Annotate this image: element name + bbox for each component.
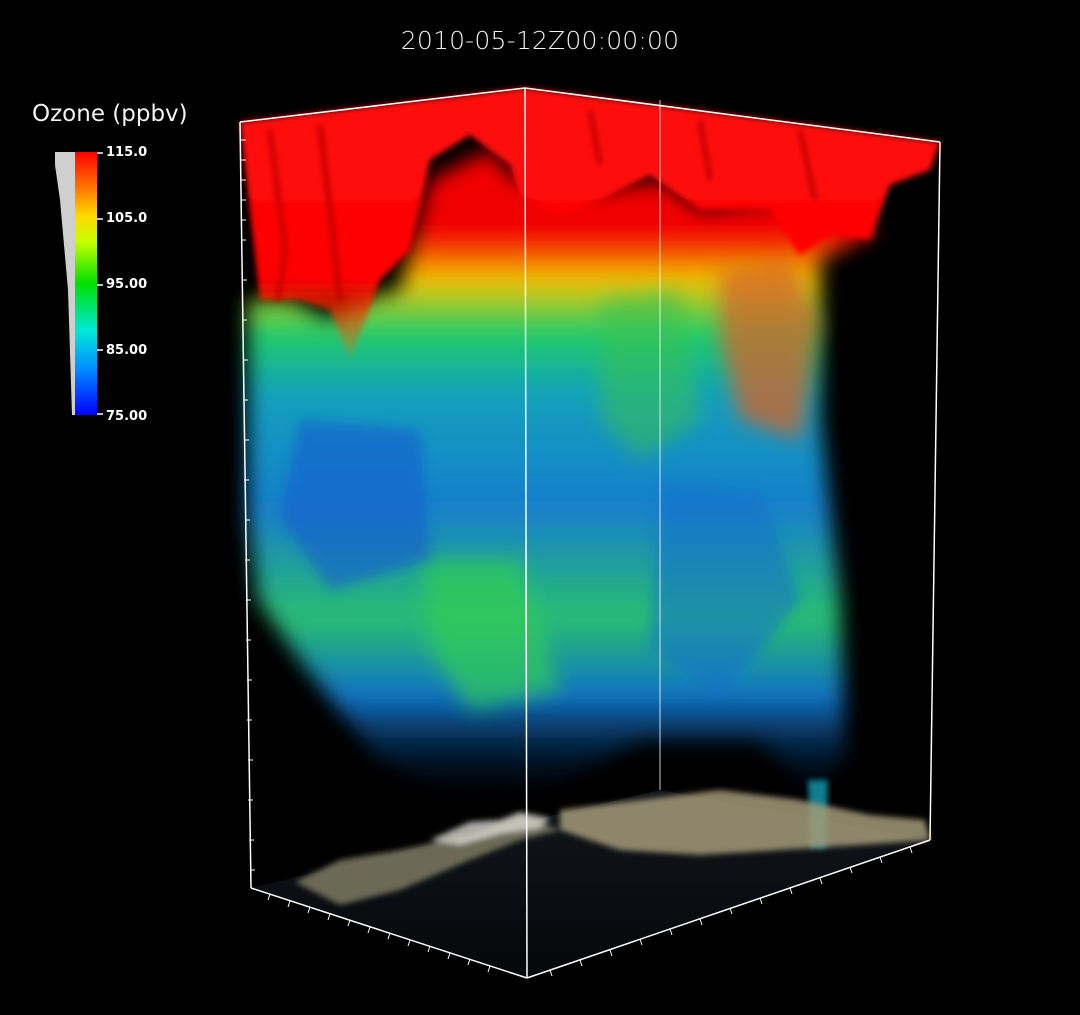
colorbar [55, 152, 103, 415]
box-right-edge [929, 141, 941, 841]
colorbar-tick-label: 115.0 [106, 145, 148, 160]
colorbar-title: Ozone (ppbv) [32, 101, 188, 127]
terrain [295, 790, 930, 905]
colorbar-tick-label: 105.0 [106, 211, 148, 226]
colorbar-tick-label: 95.00 [106, 277, 148, 292]
box-bottom-left-edge [250, 887, 528, 979]
colorbar-tick-marks [97, 152, 103, 415]
volume-blue-patch [280, 420, 430, 590]
volume-blue-patch-right [650, 480, 800, 700]
timestamp-title: 2010-05-12Z00:00:00 [400, 26, 680, 55]
colorbar-tick-label: 75.00 [106, 409, 148, 424]
box-center-edge [524, 87, 528, 979]
bounding-box [239, 87, 941, 979]
colorbar-gradient-bar [75, 152, 97, 415]
ozone-red-cap [240, 88, 940, 360]
red-cap-streaks [267, 109, 818, 301]
volume-green-patch-left [420, 560, 560, 710]
terrain-ridge-left [295, 815, 560, 905]
bottom-axis-ticks [267, 846, 913, 977]
box-bottom-right-edge [526, 839, 931, 979]
volume-orange-column [720, 260, 820, 440]
volume-green-patch-center [600, 290, 700, 460]
colorbar-opacity-ramp [55, 152, 75, 415]
colorbar-tick-label: 85.00 [106, 343, 148, 358]
left-axis-ticks [241, 139, 255, 871]
terrain-snow-peaks [430, 812, 550, 845]
terrain-ridge-right [560, 790, 930, 855]
